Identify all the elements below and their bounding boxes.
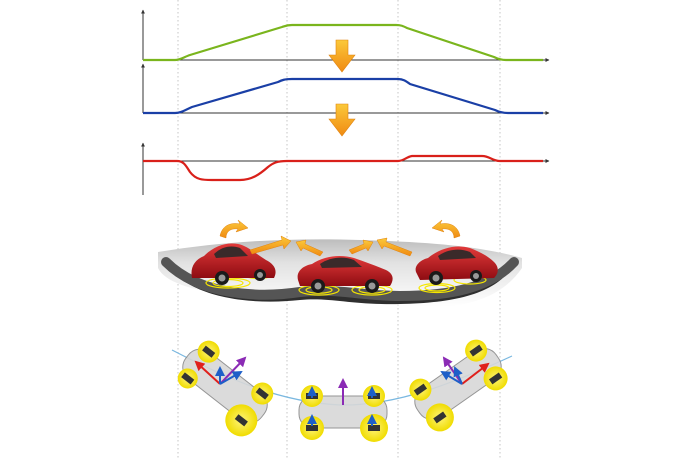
vehicle-top-view [298, 385, 388, 442]
tire-icon [409, 339, 508, 432]
down-arrow-icon [328, 39, 356, 73]
tire-icon [177, 340, 274, 437]
vehicle-top-view [409, 339, 508, 432]
road-lane [161, 257, 519, 302]
road-scene [158, 219, 522, 307]
car-icon [415, 246, 498, 285]
vehicle-top-view [177, 340, 274, 437]
force-vector-icon [194, 356, 247, 385]
down-arrow-icon [328, 103, 356, 137]
graph-bottom [141, 142, 550, 195]
motion-arrow [295, 239, 324, 257]
graph-middle-curve [143, 77, 543, 115]
phase-guide-lines [177, 0, 501, 460]
force-vector-icon [440, 356, 490, 385]
graph-top-curve [143, 23, 543, 62]
force-vector-icon [307, 378, 377, 426]
tire-glow-rings [205, 270, 487, 296]
motion-arrow [249, 235, 292, 255]
curved-arrow-icon [219, 219, 249, 239]
motion-arrow [376, 237, 413, 257]
curved-arrow-icon [431, 219, 461, 239]
motion-arrows [249, 235, 413, 257]
car-icon [191, 243, 276, 285]
motion-arrow [348, 239, 374, 255]
top-view-scene [171, 339, 513, 442]
car-icon [297, 256, 393, 293]
graph-bottom-curve [143, 154, 543, 182]
